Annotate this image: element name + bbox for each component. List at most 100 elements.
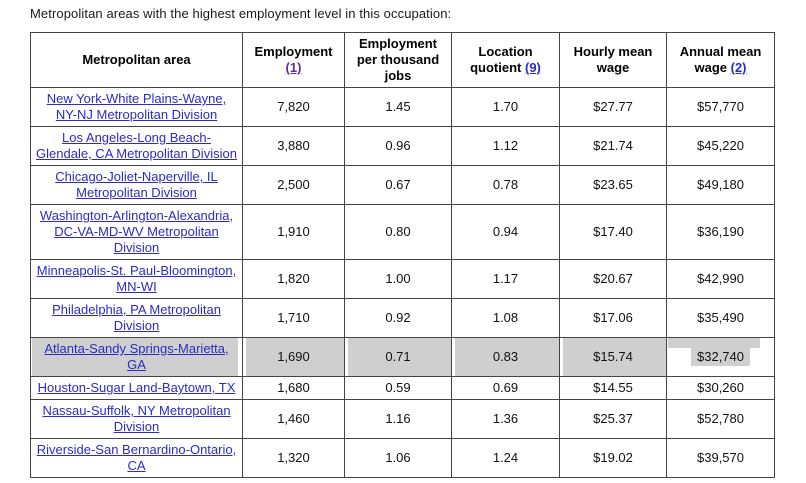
hourly-mean-wage-cell: $20.67 [559,259,667,299]
employment-cell: 1,710 [242,298,345,338]
hourly-mean-wage-cell: $25.37 [559,399,667,439]
metro-area-link[interactable]: Washington-Arlington-Alexandria, DC-VA-M… [39,208,234,255]
col-header-label: Annual mean wage [679,44,762,75]
footnote-link-2[interactable]: (2) [730,60,747,75]
annual-mean-wage-cell: $52,780 [666,399,775,439]
metro-area-cell: Riverside-San Bernardino-Ontario, CA [30,438,243,478]
table-row: Washington-Arlington-Alexandria, DC-VA-M… [30,204,775,260]
metro-area-link[interactable]: New York-White Plains-Wayne, NY-NJ Metro… [46,91,227,122]
table-row: Philadelphia, PA Metropolitan Division 1,… [30,298,775,338]
hourly-mean-wage-cell: $14.55 [559,376,667,400]
location-quotient-cell: 1.08 [451,298,560,338]
annual-mean-wage-cell: $45,220 [666,126,775,166]
annual-mean-wage-cell: $42,990 [666,259,775,299]
col-header-employment-per-thousand: Employment per thousand jobs [344,32,452,88]
employment-cell: 1,460 [242,399,345,439]
col-header-hourly-mean-wage: Hourly mean wage [559,32,667,88]
annual-mean-wage-cell: $35,490 [666,298,775,338]
employment-per-thousand-cell: 0.71 [344,337,452,377]
page-title: Metropolitan areas with the highest empl… [30,6,452,21]
table-row: Chicago-Joliet-Naperville, IL Metropolit… [30,165,775,205]
annual-mean-wage-cell: $32,740 [666,337,775,377]
footnote-link-1[interactable]: (1) [285,60,302,75]
metro-area-link[interactable]: Chicago-Joliet-Naperville, IL Metropolit… [55,169,218,200]
employment-cell: 1,680 [242,376,345,400]
col-header-label: Employment per thousand jobs [356,36,440,83]
metro-area-link[interactable]: Philadelphia, PA Metropolitan Division [52,302,221,333]
location-quotient-cell: 1.12 [451,126,560,166]
employment-per-thousand-cell: 0.80 [344,204,452,260]
col-header-metropolitan-area: Metropolitan area [30,32,243,88]
col-header-label: Employment [254,44,333,59]
table-header: Metropolitan area Employment (1) Employm… [30,32,775,88]
table-row: Nassau-Suffolk, NY Metropolitan Division… [30,399,775,439]
metro-area-cell: Atlanta-Sandy Springs-Marietta, GA [30,337,243,377]
employment-cell: 7,820 [242,87,345,127]
employment-per-thousand-cell: 0.67 [344,165,452,205]
metro-area-cell: Houston-Sugar Land-Baytown, TX [30,376,243,400]
hourly-mean-wage-cell: $17.40 [559,204,667,260]
hourly-mean-wage-cell: $27.77 [559,87,667,127]
hourly-mean-wage-cell: $17.06 [559,298,667,338]
col-header-employment: Employment (1) [242,32,345,88]
hourly-mean-wage-cell: $19.02 [559,438,667,478]
col-header-label: Location quotient [470,44,533,75]
metro-area-cell: Philadelphia, PA Metropolitan Division [30,298,243,338]
employment-cell: 1,820 [242,259,345,299]
employment-per-thousand-cell: 1.45 [344,87,452,127]
location-quotient-cell: 0.69 [451,376,560,400]
hourly-mean-wage-cell: $23.65 [559,165,667,205]
employment-cell: 2,500 [242,165,345,205]
employment-per-thousand-cell: 0.59 [344,376,452,400]
metro-area-cell: Chicago-Joliet-Naperville, IL Metropolit… [30,165,243,205]
col-header-location-quotient: Location quotient (9) [451,32,560,88]
location-quotient-cell: 0.78 [451,165,560,205]
annual-mean-wage-cell: $39,570 [666,438,775,478]
metro-area-link[interactable]: Minneapolis-St. Paul-Bloomington, MN-WI [36,263,237,294]
location-quotient-cell: 1.24 [451,438,560,478]
location-quotient-cell: 1.36 [451,399,560,439]
location-quotient-cell: 1.70 [451,87,560,127]
metro-area-link[interactable]: Atlanta-Sandy Springs-Marietta, GA [44,341,229,372]
metro-area-cell: Los Angeles-Long Beach-Glendale, CA Metr… [30,126,243,166]
table-row: New York-White Plains-Wayne, NY-NJ Metro… [30,87,775,127]
table-row: Houston-Sugar Land-Baytown, TX 1,680 0.59 0… [30,376,775,400]
col-header-annual-mean-wage: Annual mean wage (2) [666,32,775,88]
table-body: New York-White Plains-Wayne, NY-NJ Metro… [30,87,775,478]
header-row: Metropolitan area Employment (1) Employm… [30,32,775,88]
employment-cell: 1,910 [242,204,345,260]
table-row: Riverside-San Bernardino-Ontario, CA 1,32… [30,438,775,478]
hourly-mean-wage-cell: $15.74 [559,337,667,377]
employment-per-thousand-cell: 1.00 [344,259,452,299]
location-quotient-cell: 0.83 [451,337,560,377]
employment-cell: 1,690 [242,337,345,377]
employment-per-thousand-cell: 1.16 [344,399,452,439]
footnote-link-9[interactable]: (9) [525,60,541,75]
col-header-label: Hourly mean wage [573,44,653,75]
annual-mean-wage-cell: $49,180 [666,165,775,205]
metro-area-cell: Minneapolis-St. Paul-Bloomington, MN-WI [30,259,243,299]
location-quotient-cell: 0.94 [451,204,560,260]
annual-mean-wage-cell: $36,190 [666,204,775,260]
employment-per-thousand-cell: 1.06 [344,438,452,478]
col-header-label: Metropolitan area [82,52,191,67]
annual-mean-wage-cell: $57,770 [666,87,775,127]
metro-area-cell: Washington-Arlington-Alexandria, DC-VA-M… [30,204,243,260]
employment-per-thousand-cell: 0.96 [344,126,452,166]
employment-table: Metropolitan area Employment (1) Employm… [30,32,775,478]
metro-area-cell: New York-White Plains-Wayne, NY-NJ Metro… [30,87,243,127]
metro-area-cell: Nassau-Suffolk, NY Metropolitan Division [30,399,243,439]
table-row: Minneapolis-St. Paul-Bloomington, MN-WI 1… [30,259,775,299]
table-row: Los Angeles-Long Beach-Glendale, CA Metr… [30,126,775,166]
location-quotient-cell: 1.17 [451,259,560,299]
hourly-mean-wage-cell: $21.74 [559,126,667,166]
metro-area-link[interactable]: Houston-Sugar Land-Baytown, TX [37,380,236,395]
annual-mean-wage-cell: $30,260 [666,376,775,400]
metro-area-link[interactable]: Nassau-Suffolk, NY Metropolitan Division [42,403,231,434]
metro-area-link[interactable]: Los Angeles-Long Beach-Glendale, CA Metr… [36,130,237,161]
table-row: Atlanta-Sandy Springs-Marietta, GA 1,690 0… [30,337,775,377]
metro-area-link[interactable]: Riverside-San Bernardino-Ontario, CA [36,442,237,473]
employment-cell: 1,320 [242,438,345,478]
employment-per-thousand-cell: 0.92 [344,298,452,338]
